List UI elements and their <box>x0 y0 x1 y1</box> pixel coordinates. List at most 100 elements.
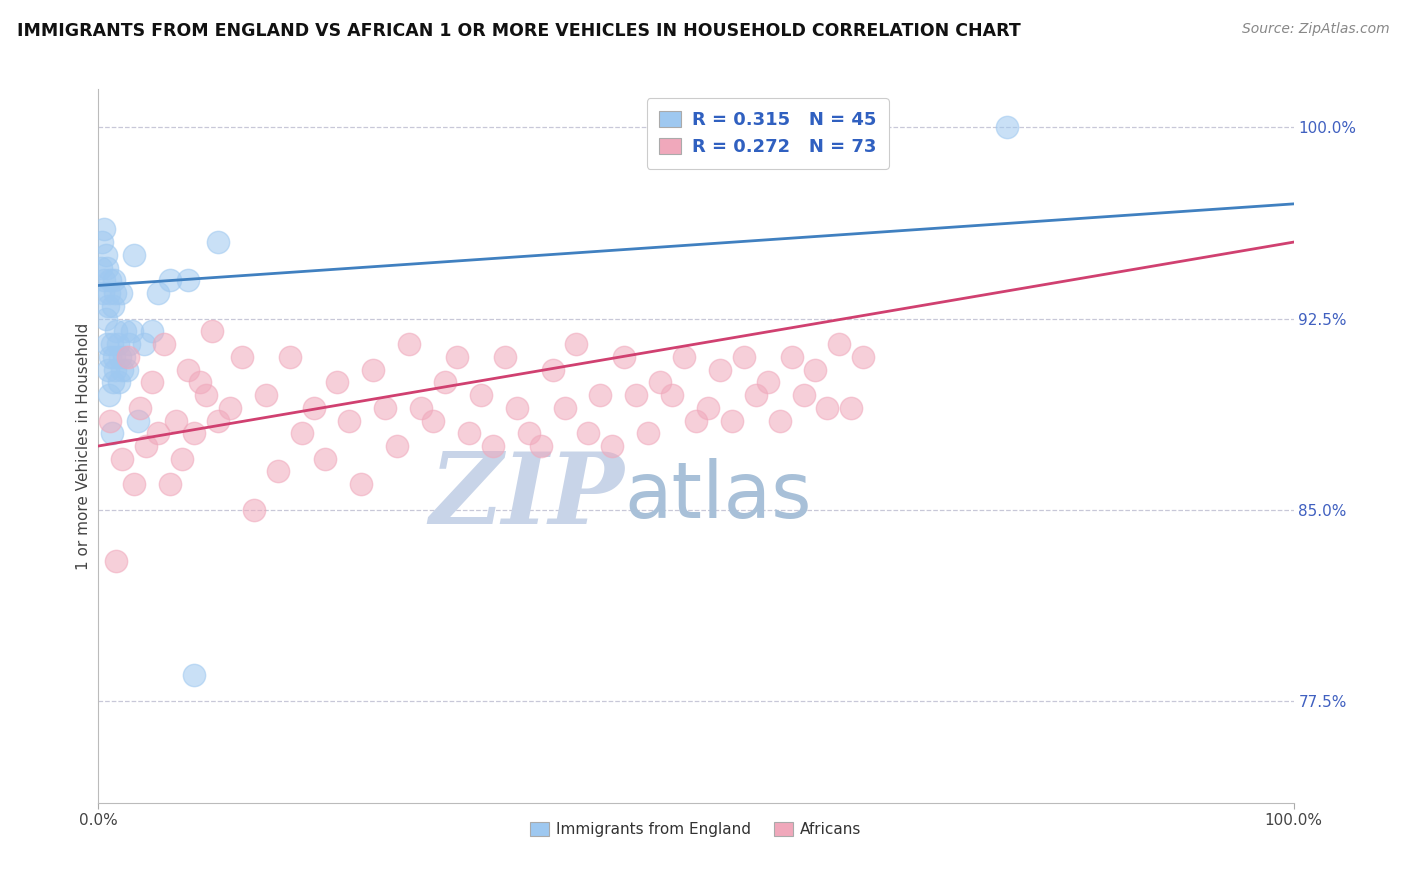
Point <box>278 350 301 364</box>
Point <box>315 451 337 466</box>
Point <box>422 413 444 427</box>
Point <box>110 286 132 301</box>
Point <box>100 426 122 441</box>
Point <box>385 439 409 453</box>
Point <box>326 376 349 390</box>
Point <box>817 401 839 415</box>
Point <box>115 362 138 376</box>
Point <box>685 413 707 427</box>
Point <box>769 413 792 427</box>
Point <box>96 260 118 275</box>
Point <box>94 311 117 326</box>
Point <box>506 401 529 415</box>
Legend: Immigrants from England, Africans: Immigrants from England, Africans <box>523 814 869 845</box>
Point <box>613 350 636 364</box>
Point <box>995 120 1018 135</box>
Point <box>96 337 118 351</box>
Point <box>589 388 612 402</box>
Point <box>721 413 744 427</box>
Point <box>177 273 200 287</box>
Text: atlas: atlas <box>624 458 811 534</box>
Point <box>637 426 659 441</box>
Point <box>98 286 121 301</box>
Point <box>101 299 124 313</box>
Point <box>98 350 122 364</box>
Text: IMMIGRANTS FROM ENGLAND VS AFRICAN 1 OR MORE VEHICLES IN HOUSEHOLD CORRELATION C: IMMIGRANTS FROM ENGLAND VS AFRICAN 1 OR … <box>17 22 1021 40</box>
Point <box>841 401 863 415</box>
Point <box>177 362 200 376</box>
Point <box>148 426 170 441</box>
Point <box>111 362 134 376</box>
Point <box>153 337 176 351</box>
Point <box>159 273 181 287</box>
Point <box>291 426 314 441</box>
Point <box>470 388 492 402</box>
Point <box>804 362 827 376</box>
Point <box>172 451 194 466</box>
Point <box>103 350 125 364</box>
Point <box>104 362 127 376</box>
Point <box>350 477 373 491</box>
Point <box>458 426 481 441</box>
Point <box>98 273 122 287</box>
Point <box>135 439 157 453</box>
Point <box>97 299 120 313</box>
Point <box>804 133 827 147</box>
Point <box>446 350 468 364</box>
Point <box>852 350 875 364</box>
Point <box>91 286 114 301</box>
Point <box>254 388 277 402</box>
Point <box>697 401 720 415</box>
Point <box>165 413 187 427</box>
Point <box>97 362 120 376</box>
Point <box>118 337 141 351</box>
Point <box>626 388 648 402</box>
Point <box>100 337 122 351</box>
Point <box>267 465 290 479</box>
Point <box>105 554 128 568</box>
Point <box>541 362 564 376</box>
Point <box>112 350 135 364</box>
Point <box>124 248 146 262</box>
Point <box>578 426 600 441</box>
Point <box>195 388 218 402</box>
Point <box>745 388 768 402</box>
Text: Source: ZipAtlas.com: Source: ZipAtlas.com <box>1241 22 1389 37</box>
Point <box>302 401 325 415</box>
Point <box>107 337 129 351</box>
Point <box>828 337 851 351</box>
Point <box>98 413 122 427</box>
Point <box>494 350 516 364</box>
Point <box>530 439 553 453</box>
Point <box>201 324 224 338</box>
Point <box>733 350 755 364</box>
Point <box>231 350 253 364</box>
Point <box>121 324 143 338</box>
Point <box>114 324 136 338</box>
Point <box>673 350 696 364</box>
Point <box>207 413 229 427</box>
Point <box>127 413 149 427</box>
Point <box>141 376 163 390</box>
Point <box>650 376 672 390</box>
Point <box>661 388 683 402</box>
Point <box>339 413 361 427</box>
Point <box>159 477 181 491</box>
Point <box>207 235 229 249</box>
Point <box>756 376 779 390</box>
Point <box>188 376 211 390</box>
Point <box>132 337 155 351</box>
Point <box>101 376 124 390</box>
Point <box>94 248 117 262</box>
Point <box>111 451 134 466</box>
Point <box>117 350 139 364</box>
Point <box>183 668 205 682</box>
Point <box>141 324 163 338</box>
Point <box>90 260 112 275</box>
Point <box>565 337 588 351</box>
Point <box>434 376 457 390</box>
Point <box>602 439 624 453</box>
Point <box>148 286 170 301</box>
Point <box>793 388 815 402</box>
Point <box>411 401 433 415</box>
